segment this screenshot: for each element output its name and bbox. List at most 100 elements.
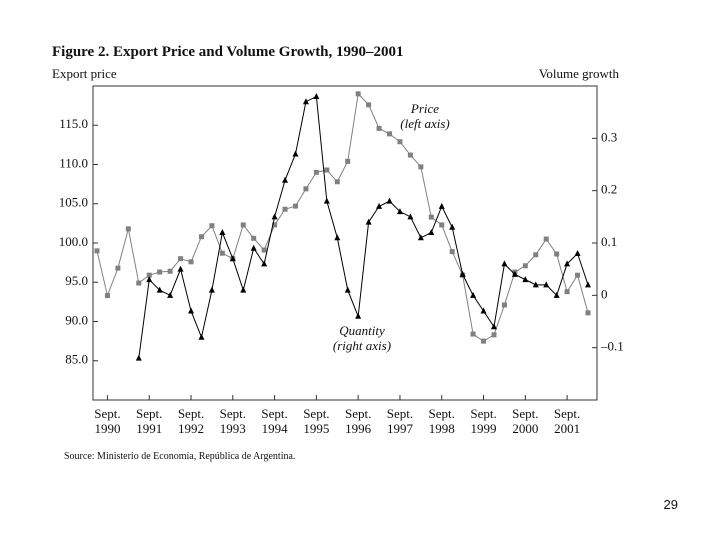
triangle-marker [219, 229, 226, 236]
square-marker [481, 338, 487, 344]
y-tick-label: 115.0 [59, 116, 88, 131]
square-marker [282, 206, 288, 212]
square-marker [167, 268, 173, 274]
square-marker [136, 280, 142, 286]
triangle-marker [543, 281, 550, 288]
square-marker [449, 249, 455, 255]
square-marker [157, 269, 163, 275]
triangle-marker [449, 223, 456, 230]
triangle-marker [167, 291, 174, 298]
annotation: Price [410, 101, 439, 116]
triangle-marker [532, 281, 539, 288]
square-marker [366, 102, 372, 108]
triangle-marker [302, 98, 309, 105]
triangle-marker [564, 260, 571, 267]
x-tick-label: Sept. 1991 [136, 406, 163, 436]
chart-title: Figure 2. Export Price and Volume Growth… [52, 44, 404, 60]
square-marker [345, 158, 351, 164]
square-marker [292, 203, 298, 209]
triangle-marker [313, 92, 320, 99]
x-tick-label: Sept. 1996 [344, 406, 372, 436]
triangle-marker [323, 197, 330, 204]
square-marker [313, 169, 319, 175]
x-tick-label: Sept. 2000 [512, 406, 539, 436]
triangle-marker [365, 218, 372, 225]
square-marker [501, 302, 507, 308]
y-tick-label: 110.0 [59, 155, 88, 170]
square-marker [115, 265, 121, 271]
triangle-marker [428, 229, 435, 236]
annotation-note: (left axis) [400, 116, 449, 131]
triangle-marker [292, 150, 299, 157]
triangle-marker [585, 281, 591, 288]
square-marker [240, 222, 246, 228]
square-marker [533, 252, 539, 258]
x-tick-label: Sept. 2001 [553, 406, 581, 436]
triangle-marker [135, 354, 142, 361]
triangle-marker [271, 213, 278, 220]
square-marker [251, 235, 257, 241]
triangle-marker [177, 265, 184, 272]
triangle-marker [438, 202, 445, 209]
y-tick-label: 90.0 [65, 312, 88, 327]
x-tick-label: Sept. 1990 [94, 406, 121, 436]
y-tick-label: 105.0 [59, 195, 88, 210]
y2-tick-label: 0.1 [601, 234, 617, 249]
square-marker [439, 222, 445, 228]
triangle-marker [156, 286, 163, 293]
y2-tick-label: –0.1 [600, 339, 624, 354]
triangle-marker [511, 270, 518, 277]
triangle-marker [334, 234, 341, 241]
square-marker [491, 332, 497, 338]
series-line [96, 92, 589, 342]
square-marker [564, 289, 570, 295]
triangle-marker [407, 213, 414, 220]
x-tick-label: Sept. 1997 [386, 406, 414, 436]
square-marker [407, 152, 413, 158]
triangle-marker [198, 333, 205, 340]
square-marker [387, 131, 393, 137]
square-marker [303, 186, 309, 192]
square-marker [104, 293, 110, 299]
series-line [138, 95, 589, 359]
x-tick-label: Sept. 1993 [219, 406, 246, 436]
triangle-marker [417, 234, 424, 241]
square-marker [261, 247, 267, 253]
triangle-marker [480, 307, 487, 314]
square-marker [355, 91, 361, 97]
triangle-marker [229, 255, 236, 262]
source: Source: Ministerio de Economía, Repúblic… [64, 451, 296, 462]
y-tick-label: 100.0 [59, 234, 88, 249]
triangle-marker [188, 307, 195, 314]
square-marker [397, 139, 403, 145]
square-marker [418, 164, 424, 170]
x-tick-label: Sept. 1998 [428, 406, 455, 436]
triangle-marker [344, 286, 351, 293]
triangle-marker [376, 202, 383, 209]
annotation-note: (right axis) [333, 338, 391, 353]
square-marker [554, 251, 560, 257]
triangle-marker [208, 286, 215, 293]
square-marker [198, 234, 204, 240]
square-marker [334, 179, 340, 185]
square-marker [219, 250, 225, 256]
square-marker [575, 272, 581, 278]
y2-tick-label: 0.3 [601, 129, 617, 144]
square-marker [188, 259, 194, 265]
y-tick-label: 95.0 [65, 273, 88, 288]
square-marker [543, 236, 549, 242]
square-marker [272, 222, 278, 228]
x-tick-label: Sept. 1994 [261, 406, 288, 436]
square-marker [428, 214, 434, 220]
x-tick-label: Sept. 1992 [177, 406, 205, 436]
triangle-marker [396, 208, 403, 215]
triangle-marker [501, 260, 508, 267]
y2-tick-label: 0 [601, 286, 608, 301]
square-marker [470, 331, 476, 337]
square-marker [146, 272, 152, 278]
annotation: Quantity [339, 323, 385, 338]
triangle-marker [459, 270, 466, 277]
triangle-marker [146, 276, 153, 283]
